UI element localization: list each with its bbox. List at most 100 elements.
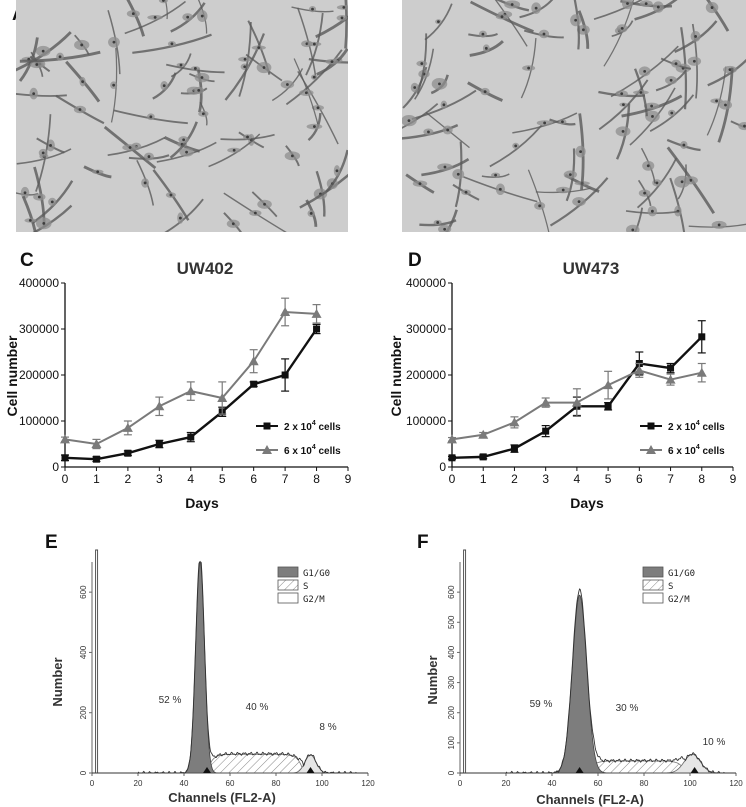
x-tick-label: 8 [698,472,705,486]
legend-swatch [277,566,299,578]
data-point [154,401,165,411]
data-point [509,417,520,427]
cell-nucleus [626,2,629,5]
cell-nucleus [231,222,235,226]
x-axis-label: Channels (FL2-A) [168,790,276,805]
y-tick-label: 400000 [19,276,59,290]
phase-percent-label: 30 % [616,703,639,714]
data-point [573,402,581,410]
cell-nucleus [646,164,650,168]
cell-nucleus [330,60,334,64]
data-point [698,333,706,341]
cell-nucleus [710,6,714,9]
cell-nucleus [186,15,190,19]
cell-nucleus [670,111,674,115]
cell-nucleus [542,32,546,36]
chart-title: UW473 [563,259,620,278]
cell-nucleus [620,27,624,30]
cell-process [165,63,225,74]
cell-nucleus [193,67,197,70]
cell-nucleus [290,154,294,158]
cell-nucleus [131,12,135,16]
cell-nucleus [243,57,247,61]
y-tick-label: 300000 [19,322,59,336]
cell-nucleus [32,92,36,96]
cell-nucleus [232,148,236,152]
cell-nucleus [639,91,643,94]
g2m-peak-area [460,753,736,774]
legend-marker [647,422,655,430]
y-tick-label: 400000 [406,276,446,290]
x-tick-label: 40 [180,779,189,788]
cell-nucleus [340,16,344,20]
data-point [542,427,550,435]
x-tick-label: 9 [345,472,352,486]
cell-nucleus [715,99,718,103]
y-tick-label: 100000 [19,414,59,428]
cell-body [738,121,746,131]
cell-nucleus [128,146,132,149]
cell-nucleus [717,223,721,227]
cell-nucleus [58,55,62,59]
total-histogram-line [460,588,736,774]
cell-nucleus [200,14,204,18]
legend-swatch [642,566,664,578]
cell-nucleus [500,15,504,19]
cell-nucleus [23,191,27,195]
x-tick-label: 5 [219,472,226,486]
cell-nucleus [656,5,660,9]
phase-percent-label: 59 % [530,699,553,710]
legend-label: G1/G0 [668,569,695,579]
data-point [448,454,456,462]
cell-nucleus [538,204,542,208]
x-tick-label: 100 [315,779,329,788]
cell-nucleus [179,63,183,67]
legend-label: 2 x 104 cells [284,420,341,433]
cell-nucleus [620,92,624,96]
cell-nucleus [577,200,581,204]
cell-nucleus [147,155,151,158]
x-tick-label: 6 [250,472,257,486]
cell-process [598,79,649,131]
y-tick-label: 300 [447,675,456,689]
x-tick-label: 20 [502,779,511,788]
cell-nucleus [169,193,173,197]
data-point [280,306,291,316]
cell-nucleus [246,135,249,139]
data-point [478,429,489,439]
total-histogram-line [92,561,368,774]
data-point [634,365,645,375]
cell-nucleus [49,144,52,147]
cell-nucleus [650,104,654,108]
data-point [61,454,69,462]
data-point [604,402,612,410]
cell-nucleus [446,128,450,132]
data-point [185,386,196,396]
x-tick-label: 1 [93,472,100,486]
peak-marker-triangle [690,767,699,773]
cell-nucleus [514,144,518,148]
peak-marker-triangle [203,767,211,773]
cell-nucleus [285,83,289,86]
data-point [510,445,518,453]
cell-nucleus [149,115,153,119]
cell-body [625,224,640,232]
y-tick-label: 0 [447,770,456,775]
cell-nucleus [263,202,266,206]
data-point [218,408,226,416]
peak-marker-triangle [575,767,584,773]
cell-nucleus [418,182,422,186]
cell-nucleus [312,75,316,79]
x-tick-label: 80 [640,779,649,788]
cell-nucleus [443,165,447,169]
cell-nucleus [643,191,647,195]
data-point [217,393,228,402]
cell-nucleus [420,62,424,65]
legend-label: G2/M [668,595,690,605]
x-tick-label: 7 [282,472,289,486]
cell-nucleus [481,32,485,36]
debris-spike [95,549,99,773]
y-tick-label: 400 [79,645,88,659]
cell-nucleus [436,221,440,224]
data-point [665,374,676,384]
